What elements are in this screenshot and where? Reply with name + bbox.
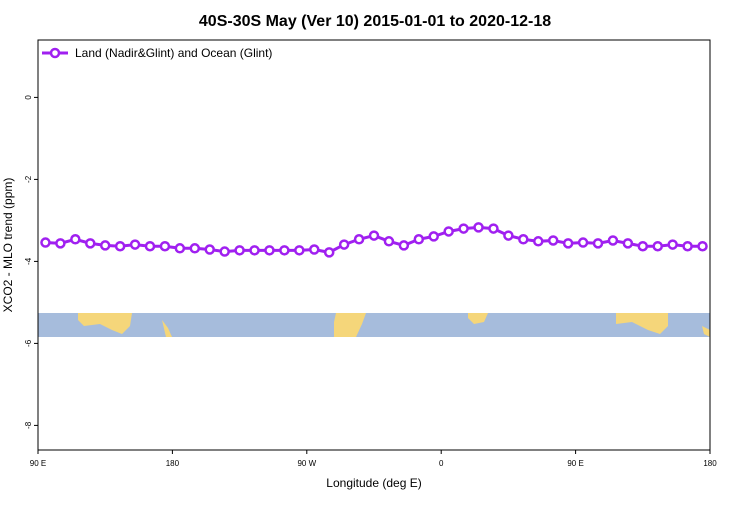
data-point	[309, 244, 320, 255]
data-point	[353, 234, 365, 245]
data-point	[279, 245, 290, 256]
data-point	[55, 238, 66, 249]
data-point	[443, 226, 454, 237]
data-point	[40, 237, 51, 248]
data-point	[219, 246, 230, 257]
land	[334, 313, 366, 337]
data-point	[458, 223, 469, 234]
data-point	[488, 223, 499, 234]
land	[616, 313, 668, 334]
data-point	[518, 234, 529, 245]
y-axis-label: XCO2 - MLO trend (ppm)	[1, 178, 15, 313]
x-tick-label: 180	[703, 459, 717, 468]
x-tick-label: 90 E	[30, 459, 46, 468]
data-point	[129, 239, 141, 250]
data-point	[234, 245, 245, 256]
data-point	[99, 240, 111, 251]
data-point	[264, 245, 275, 256]
data-point	[577, 237, 589, 248]
data-point	[204, 244, 215, 255]
plot-frame	[37, 39, 711, 451]
x-tick-label: 180	[166, 459, 180, 468]
data-point	[144, 240, 156, 252]
y-tick-label: -2	[24, 175, 33, 183]
x-tick-label: 90 W	[297, 459, 316, 468]
data-point	[697, 240, 708, 252]
data-point	[607, 235, 619, 246]
data-point	[533, 236, 544, 247]
data-point	[592, 238, 604, 249]
x-tick-label: 0	[439, 459, 444, 468]
data-point	[189, 243, 201, 254]
data-point	[70, 234, 81, 245]
data-point	[338, 239, 350, 250]
ocean	[38, 313, 710, 337]
data-point	[682, 240, 693, 252]
chart-title: 40S-30S May (Ver 10) 2015-01-01 to 2020-…	[199, 13, 551, 30]
data-point	[473, 222, 484, 233]
data-point	[413, 234, 425, 245]
y-tick-label: -4	[24, 257, 33, 265]
legend-marker	[49, 47, 61, 59]
data-point	[85, 238, 96, 249]
data-point	[174, 243, 186, 254]
y-tick-label: 0	[24, 95, 33, 100]
data-point	[622, 238, 634, 249]
x-tick-label: 90 E	[567, 459, 583, 468]
map-band	[38, 313, 710, 337]
y-tick-label: -6	[24, 339, 33, 347]
data-point	[294, 245, 305, 256]
data-point	[562, 238, 574, 249]
data-point	[159, 240, 171, 252]
data-point	[249, 245, 260, 256]
data-point	[368, 230, 380, 241]
data-point	[383, 236, 395, 247]
land	[702, 326, 710, 337]
data-point	[667, 239, 678, 250]
data-point	[503, 230, 514, 241]
legend-label: Land (Nadir&Glint) and Ocean (Glint)	[75, 46, 272, 60]
data-point	[652, 240, 663, 252]
data-point	[547, 235, 559, 246]
data-point	[323, 247, 335, 258]
data-point	[398, 240, 410, 251]
land	[78, 313, 132, 334]
data-point	[114, 240, 126, 252]
y-tick-label: -8	[24, 421, 33, 429]
land	[468, 313, 488, 324]
x-axis-label: Longitude (deg E)	[326, 476, 421, 490]
land	[162, 320, 172, 337]
data-point	[428, 231, 439, 242]
data-point	[637, 240, 649, 252]
